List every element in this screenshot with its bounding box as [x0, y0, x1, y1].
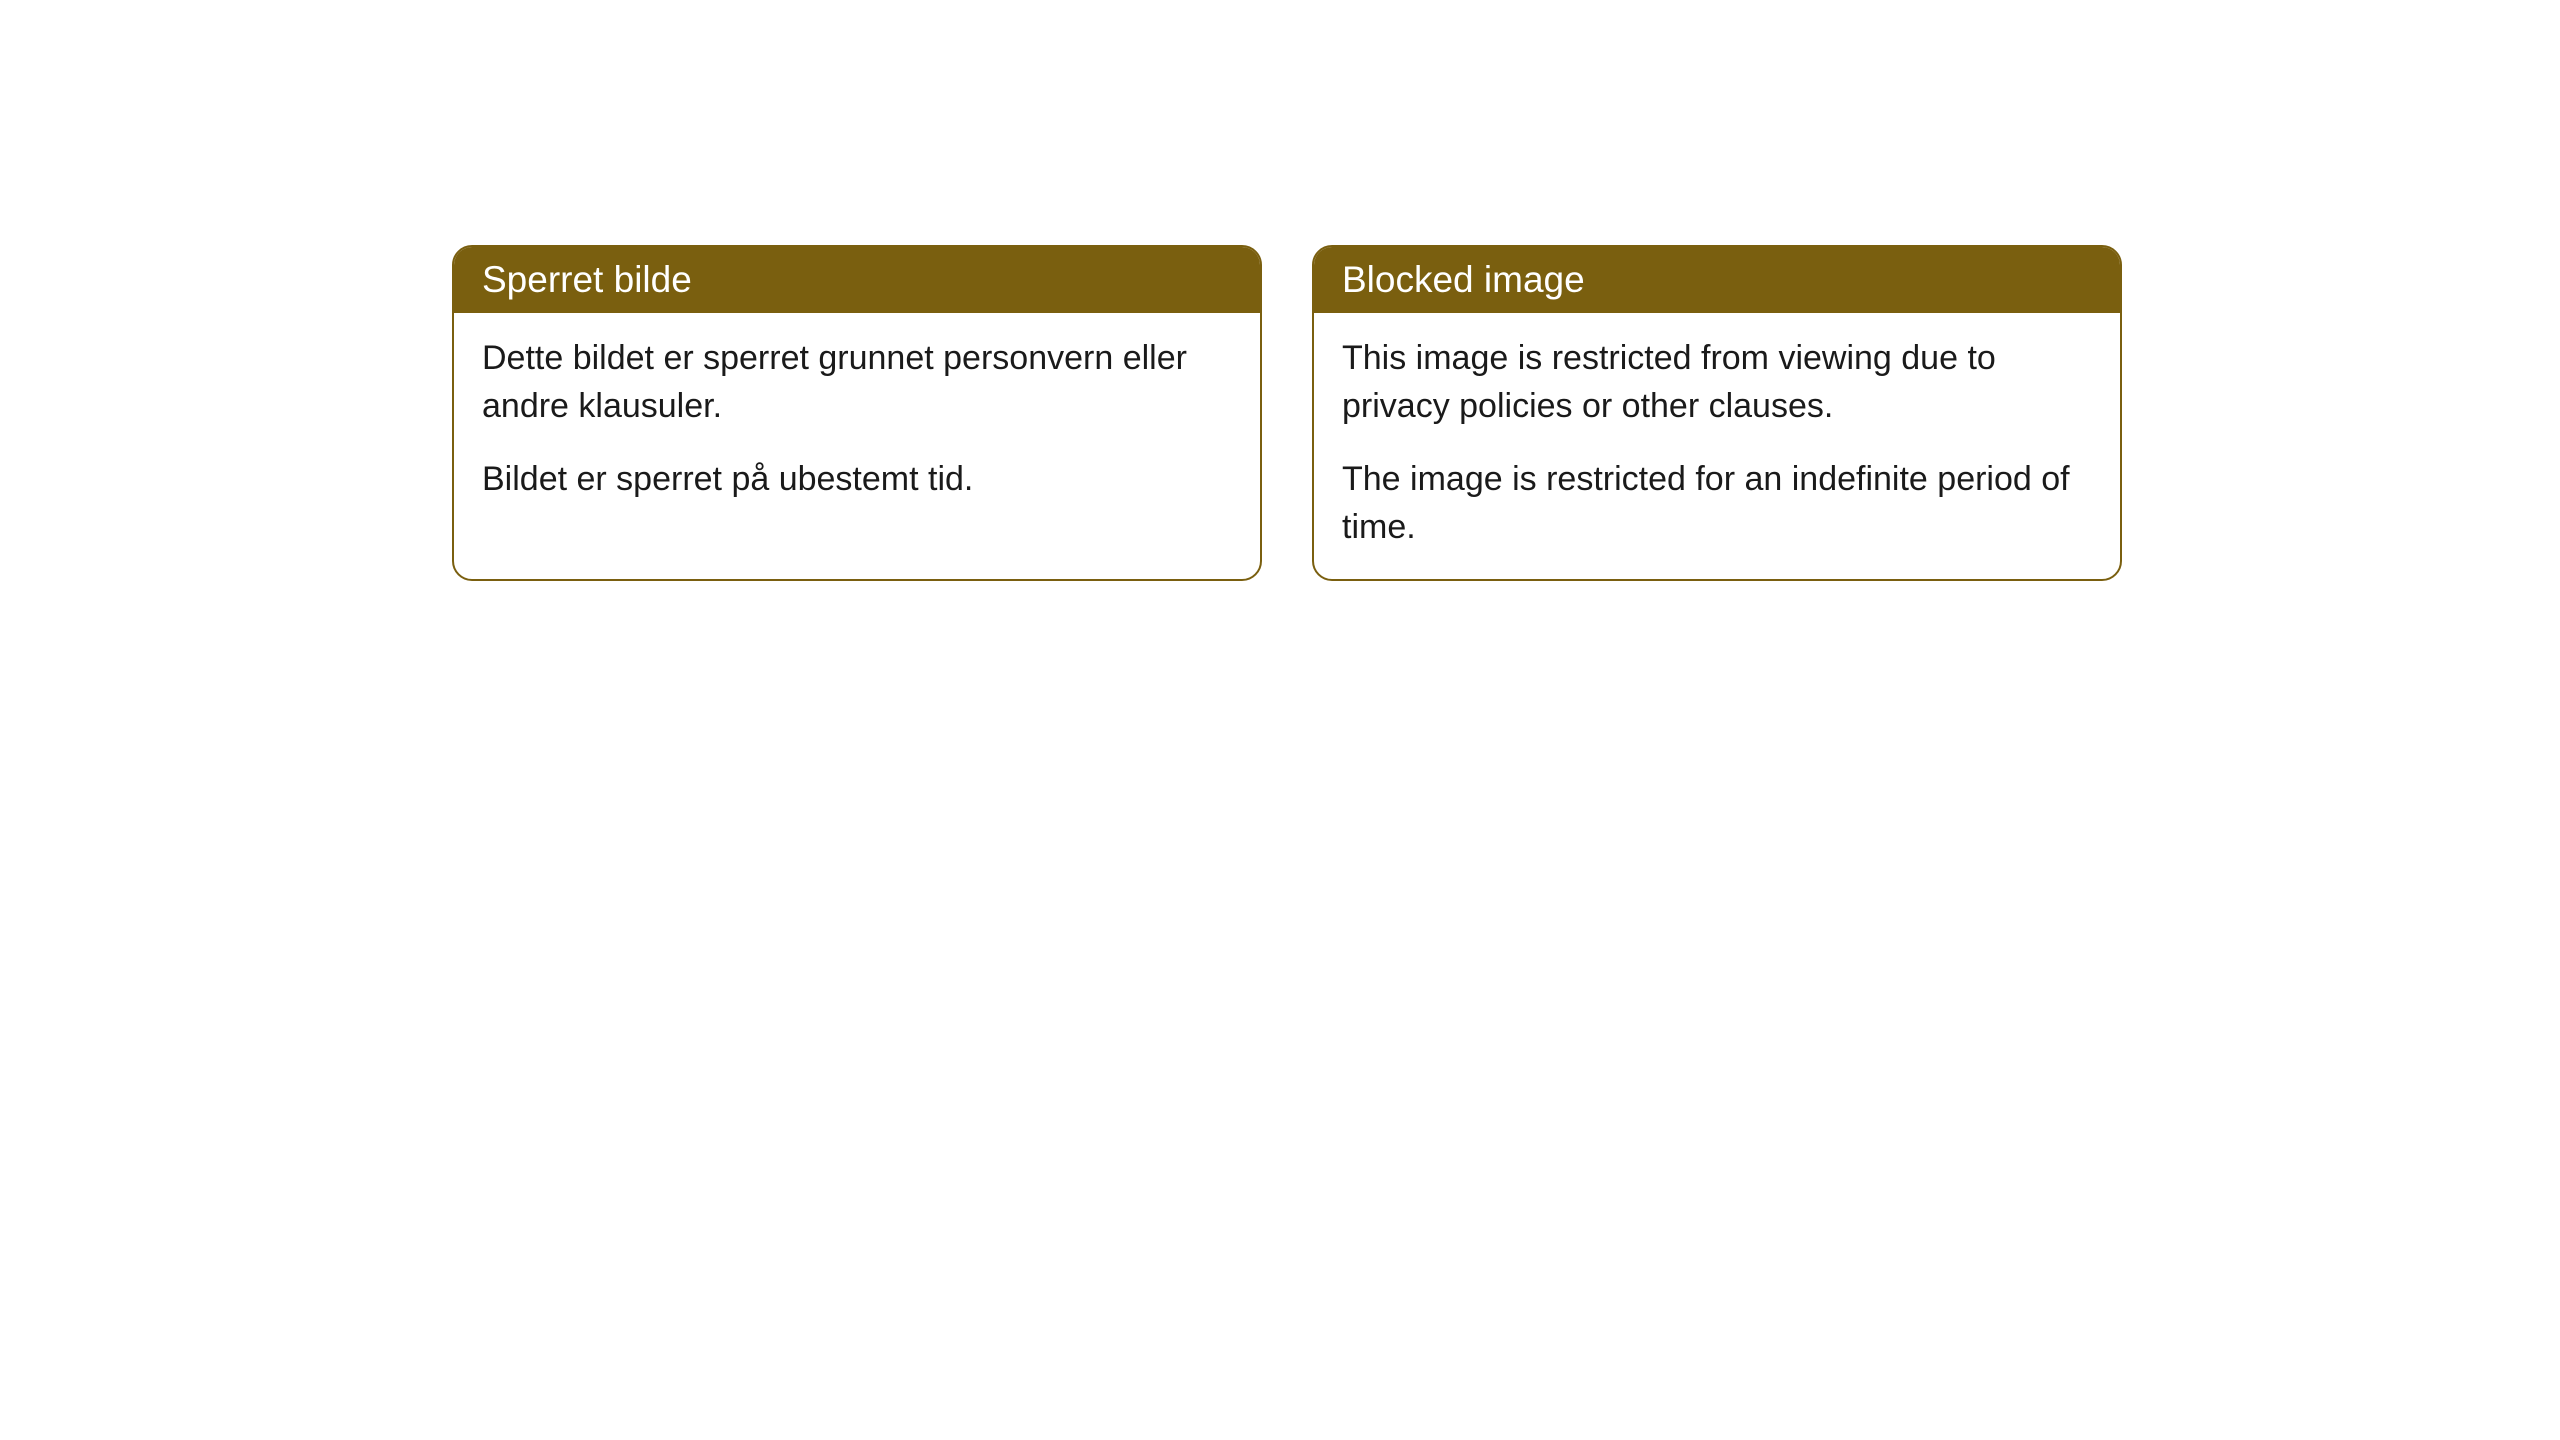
card-header-norwegian: Sperret bilde — [454, 247, 1260, 313]
card-text-norwegian-1: Dette bildet er sperret grunnet personve… — [482, 335, 1232, 430]
card-header-english: Blocked image — [1314, 247, 2120, 313]
notice-container: Sperret bilde Dette bildet er sperret gr… — [0, 0, 2560, 581]
notice-card-norwegian: Sperret bilde Dette bildet er sperret gr… — [452, 245, 1262, 581]
card-text-english-2: The image is restricted for an indefinit… — [1342, 456, 2092, 551]
card-text-norwegian-2: Bildet er sperret på ubestemt tid. — [482, 456, 1232, 504]
card-body-english: This image is restricted from viewing du… — [1314, 313, 2120, 579]
card-text-english-1: This image is restricted from viewing du… — [1342, 335, 2092, 430]
notice-card-english: Blocked image This image is restricted f… — [1312, 245, 2122, 581]
card-body-norwegian: Dette bildet er sperret grunnet personve… — [454, 313, 1260, 532]
